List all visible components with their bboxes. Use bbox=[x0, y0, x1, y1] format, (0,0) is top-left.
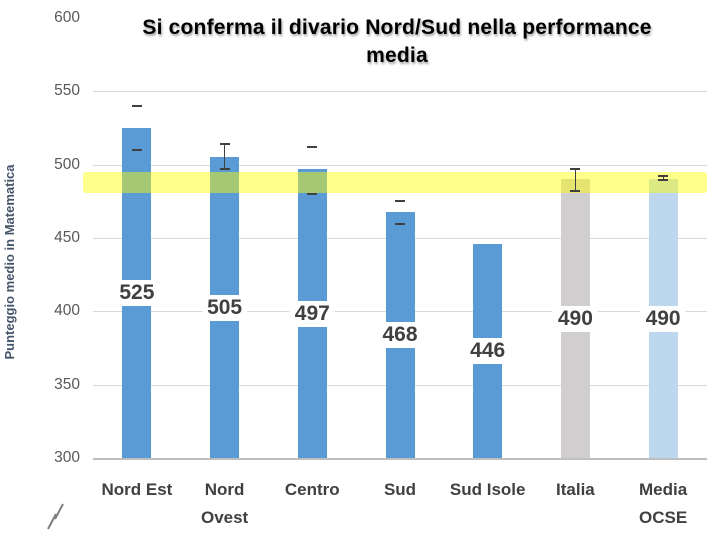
bar-data-label: 525 bbox=[114, 280, 160, 306]
error-bar-cap bbox=[658, 179, 669, 182]
error-bar-line bbox=[574, 167, 576, 190]
error-bar-cap bbox=[395, 223, 405, 226]
bar-data-label: 446 bbox=[465, 337, 511, 364]
y-axis-tick-label: 450 bbox=[54, 229, 80, 246]
error-bar-cap bbox=[395, 199, 405, 202]
y-axis-tick-label: 600 bbox=[54, 9, 80, 26]
error-bar-cap bbox=[307, 192, 318, 195]
axis-break-mark bbox=[54, 503, 64, 520]
chart-title: Si conferma il divario Nord/Sud nella pe… bbox=[40, 14, 720, 70]
y-axis-tick-label: 400 bbox=[54, 302, 80, 320]
y-axis-tick-label: 550 bbox=[54, 82, 80, 100]
x-axis-category-label: Sud bbox=[383, 480, 417, 499]
error-bar-cap bbox=[570, 189, 581, 192]
y-axis-tick-label: 500 bbox=[54, 155, 80, 173]
x-axis-category-label: Nord Est bbox=[101, 480, 173, 499]
x-axis-line bbox=[93, 458, 707, 460]
chart-title-line-1: Si conferma il divario Nord/Sud nella pe… bbox=[142, 16, 652, 39]
x-axis-category-label: Italia bbox=[556, 480, 595, 499]
x-axis-category-label: Nord Ovest bbox=[200, 480, 249, 527]
bar-data-label: 468 bbox=[377, 321, 423, 348]
x-axis-category-label: Sud Isole bbox=[449, 480, 526, 499]
y-axis-tick-label: 300 bbox=[54, 449, 80, 466]
bar-data-label: 497 bbox=[289, 300, 335, 327]
error-bar-line bbox=[224, 142, 226, 168]
bar-data-label: 490 bbox=[640, 305, 686, 332]
chart-title-line-2: media bbox=[366, 44, 428, 67]
error-bar-cap bbox=[307, 145, 318, 148]
error-bar-cap bbox=[219, 167, 230, 170]
y-axis-tick-label: 350 bbox=[54, 375, 80, 393]
gridline-500 bbox=[93, 164, 707, 166]
error-bar-cap bbox=[131, 148, 142, 151]
x-axis-category-label: Centro bbox=[284, 480, 340, 499]
error-bar-line bbox=[662, 174, 664, 180]
y-axis-title: Punteggio medio in Matematica bbox=[2, 164, 17, 360]
x-axis-category-label: Media OCSE bbox=[639, 480, 688, 527]
bar-data-label: 505 bbox=[202, 294, 248, 321]
axis-break-mark bbox=[47, 513, 57, 530]
highlight-band bbox=[83, 172, 707, 193]
bar-data-label: 490 bbox=[552, 305, 598, 332]
error-bar-cap bbox=[131, 104, 142, 107]
gridline-550 bbox=[93, 91, 707, 93]
